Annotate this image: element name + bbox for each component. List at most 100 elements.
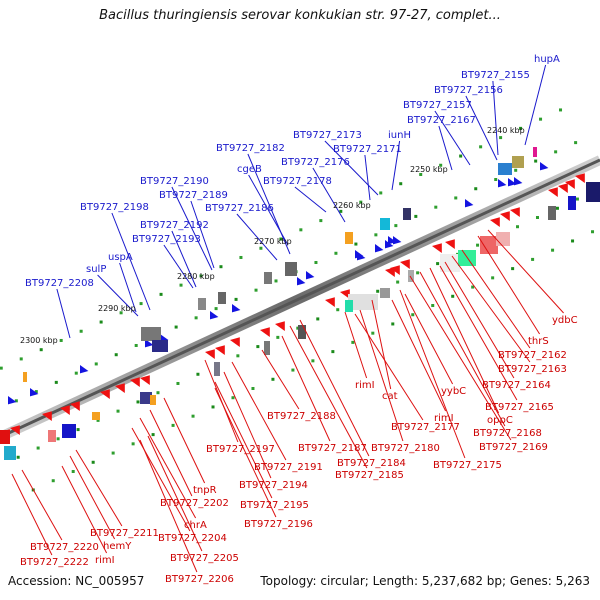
gene-arrow-forward xyxy=(80,365,89,374)
gene-arrow-reverse xyxy=(70,401,80,411)
gene-arrow-reverse xyxy=(10,425,20,435)
track-tick xyxy=(551,248,555,252)
track-tick xyxy=(274,279,278,283)
gene-leader-line xyxy=(364,154,371,201)
gene-label: chrA xyxy=(184,520,207,531)
gene-label: BT9727_2206 xyxy=(165,574,234,585)
gene-box xyxy=(408,270,414,282)
gene-label: BT9727_2156 xyxy=(434,85,503,96)
gene-box xyxy=(23,372,27,382)
gene-arrow-forward xyxy=(357,252,366,261)
track-tick xyxy=(474,187,478,191)
gene-label: BT9727_2184 xyxy=(337,458,406,469)
gene-box xyxy=(141,327,161,341)
track-tick xyxy=(91,460,95,464)
topology-summary: Topology: circular; Length: 5,237,682 bp… xyxy=(260,574,590,588)
gene-label: BT9727_2175 xyxy=(433,460,502,471)
gene-label: BT9727_2185 xyxy=(335,470,404,481)
gene-label: BT9727_2196 xyxy=(244,519,313,530)
track-tick xyxy=(134,343,138,347)
track-tick xyxy=(535,215,539,219)
gene-leader-line xyxy=(312,167,346,223)
gene-arrow-reverse xyxy=(115,383,125,393)
gene-arrow-reverse xyxy=(548,187,558,197)
gene-arrow-forward xyxy=(8,396,17,405)
track-tick xyxy=(476,243,480,247)
track-tick xyxy=(399,182,403,186)
track-tick xyxy=(111,451,115,455)
gene-arrow-reverse xyxy=(60,405,70,415)
track-tick xyxy=(336,308,340,312)
gene-label: BT9727_2173 xyxy=(293,130,362,141)
gene-box xyxy=(512,156,524,168)
track-tick xyxy=(376,289,380,293)
gene-leader-line xyxy=(214,381,273,499)
gene-arrow-forward xyxy=(465,199,474,208)
gene-leader-line xyxy=(171,230,197,288)
gene-label: yybC xyxy=(441,386,466,397)
gene-label: BT9727_2162 xyxy=(498,350,567,361)
track-tick xyxy=(214,307,218,311)
track-tick xyxy=(234,297,238,301)
track-tick xyxy=(331,350,335,354)
gene-arrow-reverse xyxy=(565,179,575,189)
track-tick xyxy=(54,380,58,384)
gene-box xyxy=(348,294,378,310)
gene-leader-line xyxy=(111,212,151,311)
track-tick xyxy=(519,126,523,130)
track-tick xyxy=(174,325,178,329)
gene-leader-line xyxy=(439,265,518,401)
gene-leader-line xyxy=(434,110,471,166)
scale-label: 2280 kbp xyxy=(177,272,215,281)
gene-arrow-forward xyxy=(498,179,507,188)
gene-arrow-forward xyxy=(145,339,154,348)
gene-label: hemY xyxy=(103,541,132,552)
gene-leader-line xyxy=(299,319,370,457)
gene-label: cat xyxy=(382,391,398,402)
track-tick xyxy=(256,345,260,349)
gene-arrow-forward xyxy=(385,240,394,249)
scale-label: 2250 kbp xyxy=(410,165,448,174)
track-tick xyxy=(514,168,518,172)
gene-leader-line xyxy=(359,309,404,442)
gene-arrow-forward xyxy=(232,304,241,313)
gene-leader-line xyxy=(56,288,71,339)
gene-box xyxy=(298,325,306,339)
track-tick xyxy=(276,335,280,339)
track-tick xyxy=(439,163,443,167)
gene-leader-line xyxy=(75,449,123,527)
gene-arrow-reverse xyxy=(390,265,400,275)
track-tick xyxy=(359,200,363,204)
track-tick xyxy=(454,196,458,200)
track-tick xyxy=(374,233,378,237)
gene-arrow-reverse xyxy=(325,297,335,307)
gene-box xyxy=(568,196,576,210)
gene-leader-line xyxy=(231,361,287,461)
gene-arrow-forward xyxy=(514,177,523,186)
track-tick xyxy=(591,230,595,234)
gene-box xyxy=(0,430,10,444)
gene-leader-line xyxy=(344,311,368,379)
gene-label: BT9727_2197 xyxy=(206,444,275,455)
track-tick xyxy=(139,302,143,306)
track-tick xyxy=(71,469,75,473)
gene-arrow-reverse xyxy=(490,217,500,227)
gene-leader-line xyxy=(139,439,198,573)
track-tick xyxy=(254,288,258,292)
track-tick xyxy=(194,316,198,320)
track-tick xyxy=(391,322,395,326)
gene-label: BT9727_2198 xyxy=(80,202,149,213)
gene-arrow-forward xyxy=(30,388,39,397)
track-tick xyxy=(516,225,520,229)
gene-box xyxy=(152,340,168,352)
gene-leader-line xyxy=(289,325,368,469)
track-tick xyxy=(271,377,275,381)
gene-leader-line xyxy=(371,299,392,390)
track-tick xyxy=(51,479,55,483)
gene-label: BT9727_2204 xyxy=(158,533,227,544)
gene-label: BT9727_2192 xyxy=(140,220,209,231)
track-tick xyxy=(334,251,338,255)
gene-label: BT9727_2195 xyxy=(240,500,309,511)
scale-label: 2240 kbp xyxy=(487,126,525,135)
